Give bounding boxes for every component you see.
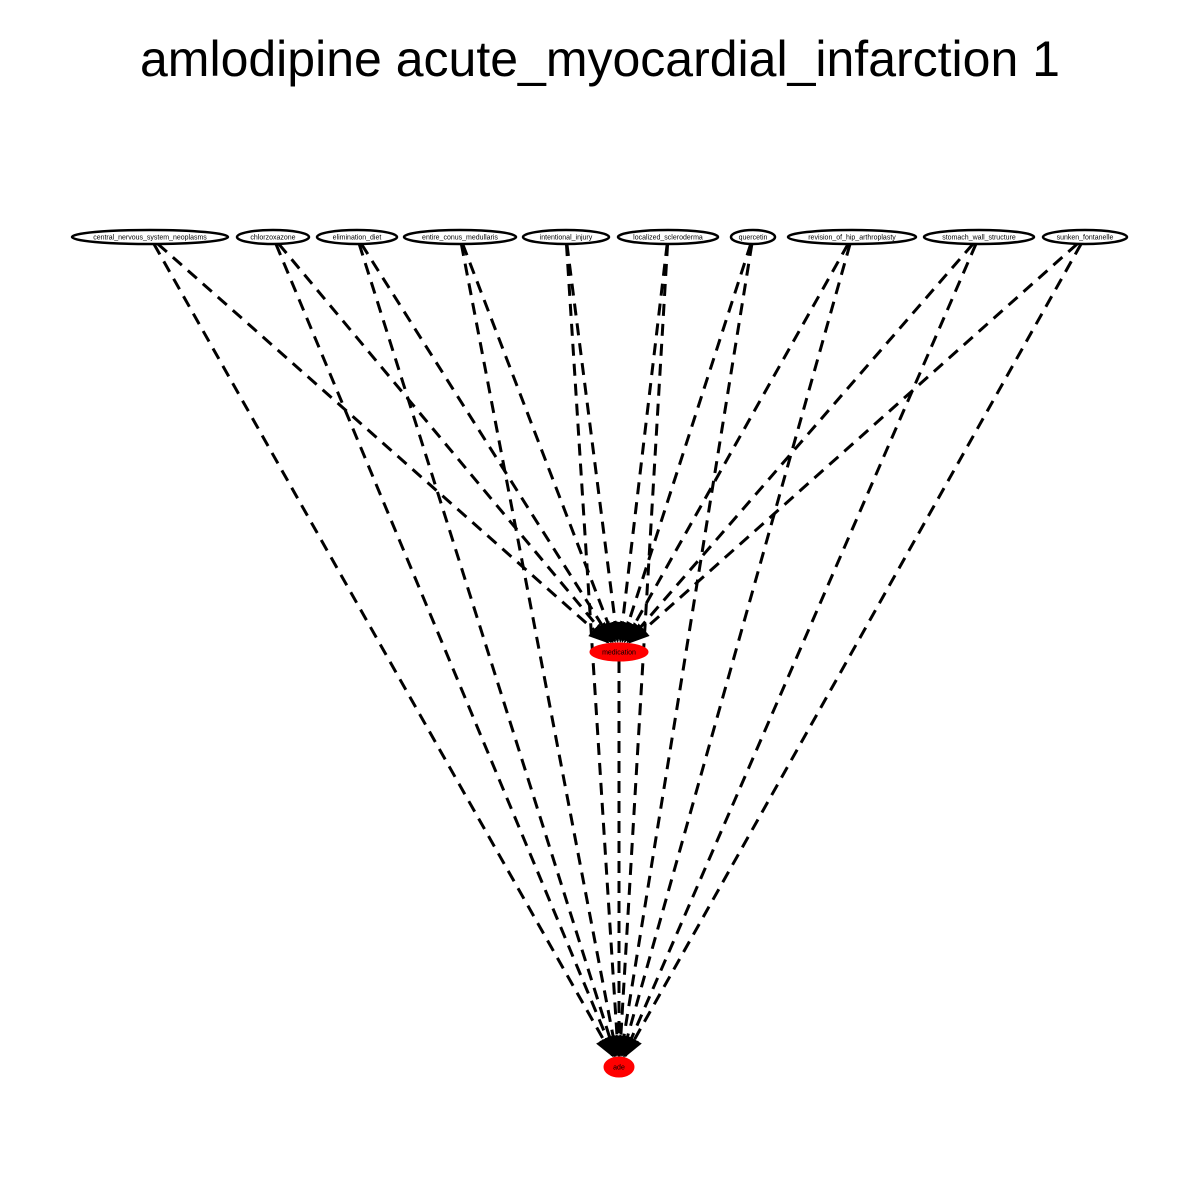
- edge-central_nervous_system_neoplasms-to-ade: [152, 243, 615, 1058]
- node-shape-revision_of_hip_arthroplasty: [786, 228, 918, 246]
- node-label-central_nervous_system_neoplasms: central_nervous_system_neoplasms: [93, 235, 207, 242]
- node-revision_of_hip_arthroplasty[interactable]: revision_of_hip_arthroplasty: [786, 228, 918, 246]
- edge-elimination_diet-to-ade: [357, 243, 618, 1058]
- edge-stomach_wall_structure-to-medication: [626, 242, 975, 644]
- edges-layer: [152, 242, 1083, 1058]
- node-shape-entire_conus_medullaris: [402, 228, 518, 246]
- node-chlorzoxazone[interactable]: chlorzoxazone: [235, 228, 311, 246]
- edge-chlorzoxazone-to-medication: [277, 242, 612, 644]
- node-intentional_injury[interactable]: intentional_injury: [521, 228, 611, 246]
- node-label-sunken_fontanelle: sunken_fontanelle: [1057, 235, 1114, 242]
- node-shape-ade: [603, 1056, 635, 1078]
- edge-entire_conus_medullaris-to-medication: [461, 243, 617, 644]
- edge-entire_conus_medullaris-to-ade: [459, 243, 622, 1058]
- node-shape-central_nervous_system_neoplasms: [70, 228, 230, 246]
- node-label-medication: medication: [602, 650, 636, 657]
- edge-quercetin-to-ade: [615, 243, 754, 1058]
- node-label-quercetin: quercetin: [739, 235, 768, 242]
- node-shape-medication: [589, 642, 649, 662]
- node-shape-chlorzoxazone: [235, 228, 311, 246]
- edge-revision_of_hip_arthroplasty-to-ade: [619, 243, 852, 1058]
- nodes-layer: central_nervous_system_neoplasms chlorzox…: [70, 228, 1129, 1078]
- edge-chlorzoxazone-to-ade: [274, 243, 616, 1058]
- edge-revision_of_hip_arthroplasty-to-medication: [623, 243, 850, 644]
- node-central_nervous_system_neoplasms[interactable]: central_nervous_system_neoplasms: [70, 228, 230, 246]
- node-label-stomach_wall_structure: stomach_wall_structure: [942, 235, 1016, 242]
- node-label-localized_scleroderma: localized_scleroderma: [633, 235, 703, 242]
- node-label-ade: ade: [613, 1065, 625, 1072]
- diagram-title: amlodipine acute_myocardial_infarction 1: [140, 31, 1060, 87]
- node-stomach_wall_structure[interactable]: stomach_wall_structure: [922, 228, 1036, 246]
- node-shape-quercetin: [729, 228, 777, 246]
- node-label-chlorzoxazone: chlorzoxazone: [250, 235, 295, 242]
- edge-sunken_fontanelle-to-medication: [628, 242, 1079, 644]
- node-shape-sunken_fontanelle: [1041, 228, 1129, 246]
- node-label-intentional_injury: intentional_injury: [540, 235, 593, 242]
- node-shape-stomach_wall_structure: [922, 228, 1036, 246]
- node-label-entire_conus_medullaris: entire_conus_medullaris: [422, 235, 498, 242]
- edge-elimination_diet-to-medication: [360, 243, 614, 644]
- node-medication[interactable]: medication: [589, 642, 649, 662]
- edge-sunken_fontanelle-to-ade: [623, 243, 1083, 1058]
- edge-localized_scleroderma-to-medication: [614, 243, 669, 644]
- node-quercetin[interactable]: quercetin: [729, 228, 777, 246]
- node-elimination_diet[interactable]: elimination_diet: [315, 228, 399, 246]
- edge-intentional_injury-to-medication: [565, 243, 624, 644]
- node-shape-localized_scleroderma: [616, 228, 720, 246]
- node-localized_scleroderma[interactable]: localized_scleroderma: [616, 228, 720, 246]
- edge-quercetin-to-medication: [620, 243, 753, 644]
- node-ade[interactable]: ade: [603, 1056, 635, 1078]
- node-sunken_fontanelle[interactable]: sunken_fontanelle: [1041, 228, 1129, 246]
- node-label-elimination_diet: elimination_diet: [333, 235, 382, 242]
- edge-central_nervous_system_neoplasms-to-medication: [156, 242, 610, 644]
- node-label-revision_of_hip_arthroplasty: revision_of_hip_arthroplasty: [808, 235, 896, 242]
- node-shape-elimination_diet: [315, 228, 399, 246]
- edge-stomach_wall_structure-to-ade: [622, 243, 978, 1058]
- node-entire_conus_medullaris[interactable]: entire_conus_medullaris: [402, 228, 518, 246]
- node-shape-intentional_injury: [521, 228, 611, 246]
